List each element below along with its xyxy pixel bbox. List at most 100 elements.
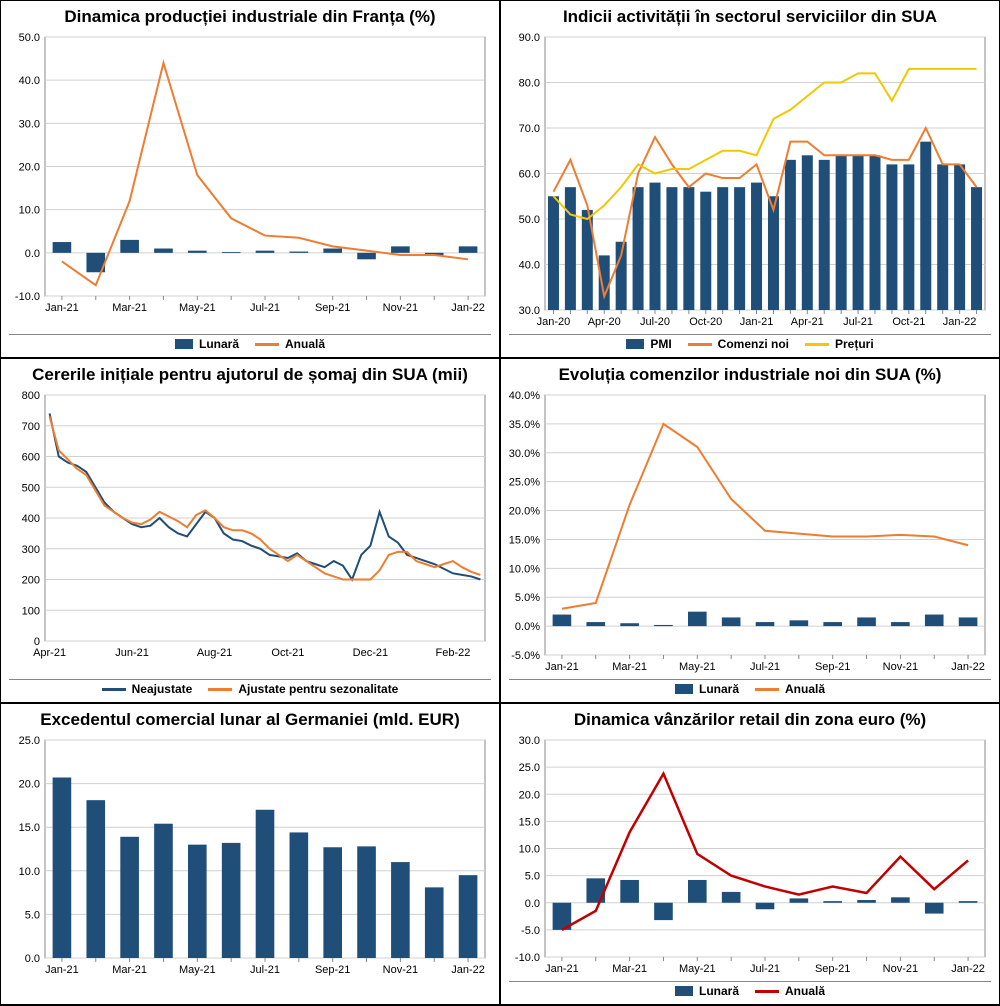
- svg-text:40.0%: 40.0%: [509, 390, 540, 402]
- svg-text:30.0%: 30.0%: [509, 448, 540, 460]
- legend-swatch-box: [675, 986, 693, 996]
- svg-text:May-21: May-21: [179, 302, 216, 314]
- svg-text:-5.0: -5.0: [521, 925, 540, 937]
- svg-text:80.0: 80.0: [519, 78, 540, 90]
- svg-text:Apr-21: Apr-21: [33, 647, 66, 659]
- svg-text:15.0%: 15.0%: [509, 534, 540, 546]
- legend-label: Lunară: [699, 984, 739, 998]
- svg-text:30.0: 30.0: [19, 118, 40, 130]
- svg-text:5.0: 5.0: [25, 909, 40, 921]
- legend-item: Prețuri: [805, 337, 874, 351]
- svg-text:Sep-21: Sep-21: [315, 302, 350, 314]
- title-c6: Dinamica vânzărilor retail din zona euro…: [501, 704, 999, 732]
- svg-text:Jan-21: Jan-21: [45, 964, 79, 976]
- svg-text:-10.0: -10.0: [515, 952, 540, 964]
- svg-text:Nov-21: Nov-21: [383, 964, 418, 976]
- svg-text:Jan-21: Jan-21: [545, 661, 579, 673]
- svg-text:90.0: 90.0: [519, 32, 540, 44]
- legend-item: Anuală: [255, 337, 325, 351]
- svg-text:Oct-21: Oct-21: [892, 316, 925, 328]
- svg-text:Jan-20: Jan-20: [537, 316, 571, 328]
- svg-text:Jan-21: Jan-21: [545, 963, 579, 975]
- panel-france-industrial: Dinamica producției industriale din Fran…: [0, 0, 501, 359]
- legend-swatch-line: [102, 688, 126, 691]
- legend-label: Lunară: [699, 682, 739, 696]
- svg-text:700: 700: [22, 421, 40, 433]
- svg-text:20.0: 20.0: [19, 162, 40, 174]
- svg-text:10.0: 10.0: [19, 205, 40, 217]
- legend-label: Anuală: [785, 682, 825, 696]
- svg-text:Sep-21: Sep-21: [315, 964, 350, 976]
- svg-text:25.0: 25.0: [19, 735, 40, 747]
- legend-swatch-line: [208, 688, 232, 691]
- svg-text:Jul-21: Jul-21: [250, 964, 280, 976]
- svg-text:600: 600: [22, 452, 40, 464]
- legend-c3: Neajustate Ajustate pentru sezonalitate: [9, 679, 491, 702]
- legend-item: Lunară: [675, 984, 739, 998]
- legend-swatch-box: [675, 684, 693, 694]
- svg-text:5.0: 5.0: [525, 871, 540, 883]
- svg-text:70.0: 70.0: [519, 123, 540, 135]
- legend-c4: Lunară Anuală: [509, 679, 991, 702]
- legend-label: Lunară: [199, 337, 239, 351]
- svg-text:35.0%: 35.0%: [509, 419, 540, 431]
- svg-text:Jan-22: Jan-22: [451, 964, 485, 976]
- svg-text:Nov-21: Nov-21: [883, 661, 918, 673]
- svg-text:Sep-21: Sep-21: [815, 661, 850, 673]
- legend-swatch-line: [755, 990, 779, 993]
- svg-text:Jul-21: Jul-21: [843, 316, 873, 328]
- legend-c6: Lunară Anuală: [509, 981, 991, 1004]
- legend-swatch-line: [805, 343, 829, 346]
- svg-text:Dec-21: Dec-21: [353, 647, 388, 659]
- svg-text:Nov-21: Nov-21: [883, 963, 918, 975]
- chart-c5: 0.05.010.015.020.025.0Jan-21Mar-21May-21…: [3, 734, 491, 994]
- panel-usa-industrial-orders: Evoluția comenzilor industriale noi din …: [499, 357, 1000, 704]
- svg-text:Jul-21: Jul-21: [750, 963, 780, 975]
- svg-text:0.0: 0.0: [525, 898, 540, 910]
- svg-text:40.0: 40.0: [519, 260, 540, 272]
- legend-swatch-box: [626, 339, 644, 349]
- chart-c4: -5.0%0.0%5.0%10.0%15.0%20.0%25.0%30.0%35…: [503, 389, 991, 677]
- svg-text:100: 100: [22, 605, 40, 617]
- legend-c5: [9, 996, 491, 1004]
- svg-text:Jan-21: Jan-21: [740, 316, 774, 328]
- svg-text:Mar-21: Mar-21: [612, 661, 647, 673]
- title-c3: Cererile inițiale pentru ajutorul de șom…: [1, 359, 499, 387]
- legend-label: Anuală: [785, 984, 825, 998]
- legend-item: Anuală: [755, 984, 825, 998]
- legend-swatch-box: [175, 339, 193, 349]
- legend-item: Comenzi noi: [688, 337, 789, 351]
- svg-text:800: 800: [22, 390, 40, 402]
- svg-text:Jul-21: Jul-21: [750, 661, 780, 673]
- svg-text:-10.0: -10.0: [15, 291, 40, 303]
- svg-text:25.0%: 25.0%: [509, 477, 540, 489]
- svg-text:Jul-21: Jul-21: [250, 302, 280, 314]
- svg-text:15.0: 15.0: [19, 822, 40, 834]
- legend-item: Lunară: [675, 682, 739, 696]
- svg-text:Jan-22: Jan-22: [943, 316, 977, 328]
- legend-c1: Lunară Anuală: [9, 334, 491, 357]
- svg-text:20.0%: 20.0%: [509, 506, 540, 518]
- svg-text:60.0: 60.0: [519, 169, 540, 181]
- legend-item: Anuală: [755, 682, 825, 696]
- svg-text:Oct-20: Oct-20: [689, 316, 722, 328]
- svg-text:Mar-21: Mar-21: [112, 964, 147, 976]
- legend-label: Neajustate: [132, 682, 193, 696]
- svg-text:Sep-21: Sep-21: [815, 963, 850, 975]
- svg-text:15.0: 15.0: [519, 816, 540, 828]
- svg-text:200: 200: [22, 575, 40, 587]
- svg-text:300: 300: [22, 544, 40, 556]
- title-c5: Excedentul comercial lunar al Germaniei …: [1, 704, 499, 732]
- svg-text:0.0%: 0.0%: [515, 621, 540, 633]
- svg-text:Jan-22: Jan-22: [951, 661, 985, 673]
- title-c2: Indicii activității în sectorul servicii…: [501, 1, 999, 29]
- svg-text:5.0%: 5.0%: [515, 592, 540, 604]
- svg-text:Mar-21: Mar-21: [112, 302, 147, 314]
- svg-text:10.0%: 10.0%: [509, 563, 540, 575]
- chart-c2: 30.040.050.060.070.080.090.0Jan-20Apr-20…: [503, 31, 991, 332]
- legend-label: Ajustate pentru sezonalitate: [238, 682, 398, 696]
- chart-grid: Dinamica producției industriale din Fran…: [0, 0, 1000, 991]
- svg-text:500: 500: [22, 482, 40, 494]
- svg-text:Jan-22: Jan-22: [451, 302, 485, 314]
- panel-usa-jobless: Cererile inițiale pentru ajutorul de șom…: [0, 357, 501, 704]
